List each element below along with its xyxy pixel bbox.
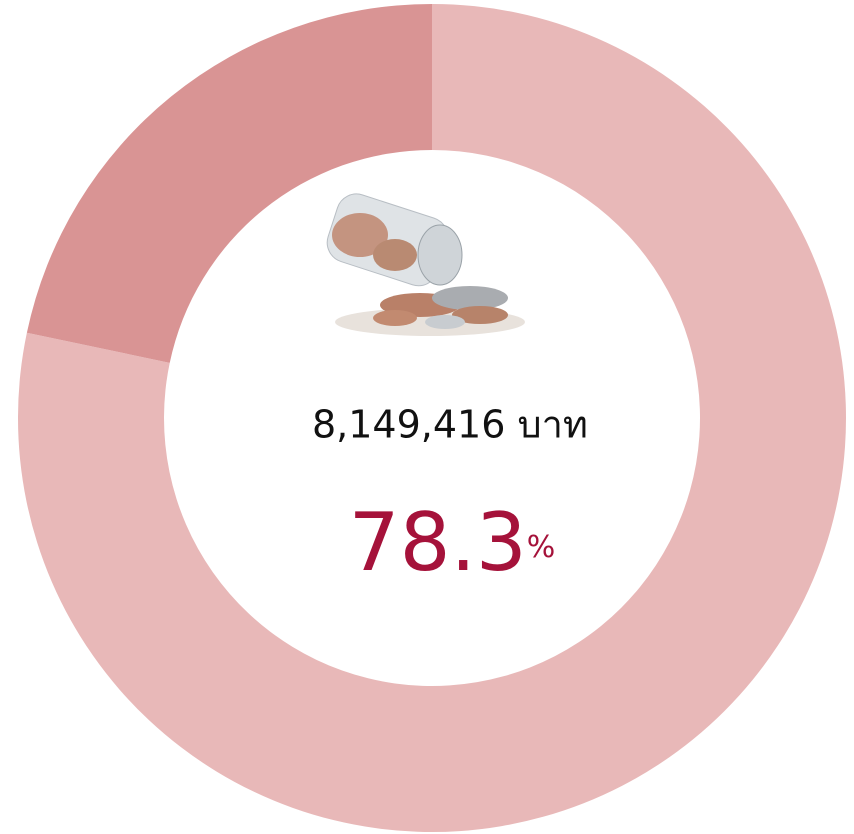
coin-jar-image	[322, 189, 525, 336]
center-text: 8,149,416 บาท	[312, 403, 588, 447]
highlight-value: 78.3%	[349, 496, 556, 589]
donut-slice	[27, 4, 432, 363]
chart: 8,149,416 บาท 78.3%	[0, 0, 854, 834]
highlight-unit: %	[527, 530, 556, 565]
highlight-number: 78.3	[349, 496, 527, 589]
